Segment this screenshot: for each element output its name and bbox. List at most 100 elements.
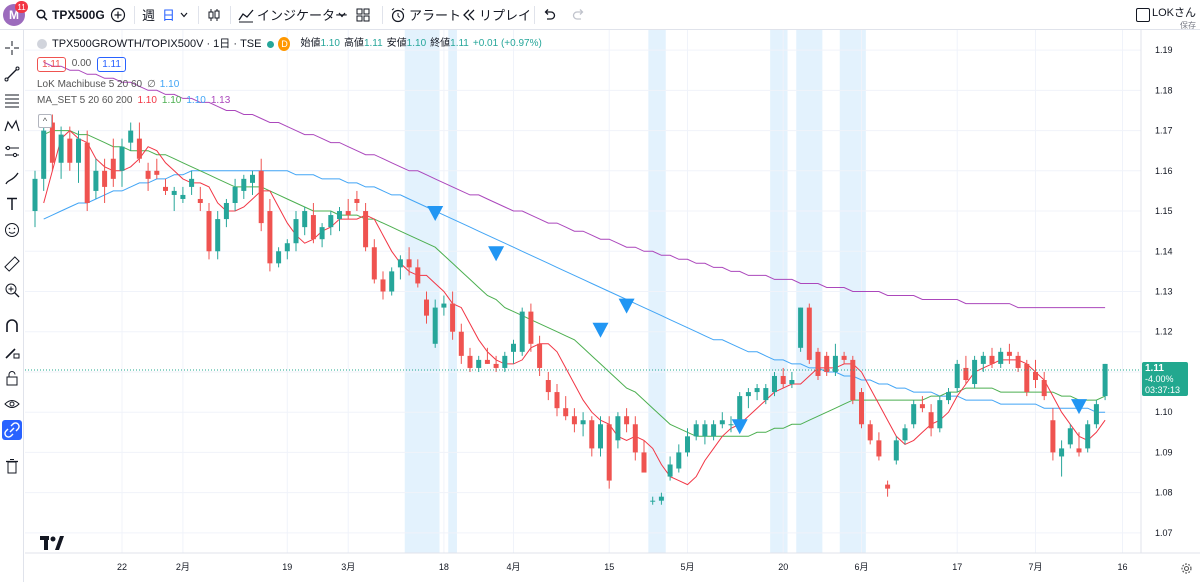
time-tick: 19 [282, 562, 292, 572]
time-tick: 4月 [506, 562, 520, 572]
candle-body [1076, 448, 1082, 453]
emoji-tool[interactable] [2, 220, 22, 240]
candle-body [580, 420, 586, 425]
prediction-tool[interactable] [2, 142, 22, 162]
candle-body [867, 424, 873, 441]
magnet-tool[interactable] [2, 316, 22, 336]
change-value: +0.01 (+0.97%) [472, 38, 542, 49]
indicator-2-ma60: 1.10 [186, 95, 206, 106]
zoom-tool[interactable] [2, 280, 22, 300]
text-tool[interactable] [2, 194, 22, 214]
candle-body [711, 424, 717, 437]
legend-main-row: TPX500GROWTH/TOPIX500V · 1日 · TSE D 始値 1.… [37, 36, 597, 52]
candle-body [859, 392, 864, 425]
candle-body [58, 134, 64, 163]
signal-marker [427, 206, 444, 222]
interval-dropdown[interactable] [174, 0, 194, 30]
pattern-tool[interactable] [2, 116, 22, 136]
magnet-icon [6, 319, 18, 332]
divider [230, 6, 231, 24]
indicator-1-symbol: ∅ [147, 79, 156, 90]
candle-body [972, 359, 978, 385]
candle-body [737, 396, 743, 421]
candle-body [432, 307, 438, 344]
indicator-2-ma5: 1.10 [137, 95, 157, 106]
drawing-toolbar [0, 30, 24, 582]
chevron-down-icon [338, 12, 346, 17]
candle-body [250, 174, 255, 183]
open-value: 1.10 [320, 38, 340, 49]
layout-checkbox[interactable] [1136, 8, 1150, 22]
delete-tool[interactable] [2, 456, 22, 476]
crosshair-tool[interactable] [2, 38, 22, 58]
candle-body [806, 307, 812, 360]
candle-body [241, 178, 247, 191]
redo-button[interactable] [566, 0, 592, 30]
interval-week-button[interactable]: 週 [136, 0, 161, 30]
indicators-button[interactable]: インジケーター [232, 0, 354, 30]
fib-tool[interactable] [2, 90, 22, 110]
price-tick: 1.15 [1155, 206, 1173, 216]
candle-body [284, 243, 290, 252]
candle-body [171, 190, 177, 195]
ask-button[interactable]: 1.11 [97, 56, 126, 72]
alert-button[interactable]: アラート [384, 0, 467, 30]
hide-tool[interactable] [2, 394, 22, 414]
high-label: 高値 [343, 38, 364, 49]
stay-drawing-tool[interactable] [2, 342, 22, 362]
candle-body [989, 355, 995, 364]
redo-icon [572, 8, 584, 20]
price-tick: 1.13 [1155, 287, 1173, 297]
indicators-dropdown[interactable] [332, 0, 352, 30]
symbol-search-button[interactable]: TPX500G [36, 0, 105, 30]
ma60-line [43, 170, 1106, 413]
candle-body [624, 416, 630, 425]
gear-icon [1181, 563, 1192, 574]
bar-countdown: 03:37:13 [1145, 385, 1181, 395]
indicator-2-ma200: 1.13 [210, 95, 231, 106]
link-tool[interactable] [2, 420, 22, 440]
indicators-label: インジケーター [257, 8, 349, 23]
brush-tool[interactable] [2, 168, 22, 188]
price-tick: 1.09 [1155, 447, 1173, 457]
time-tick: 22 [117, 562, 127, 572]
lock-icon [6, 371, 18, 386]
legend-collapse-button[interactable]: ^ [38, 114, 52, 128]
lock-tool[interactable] [2, 368, 22, 388]
candle-body [528, 311, 534, 344]
candle-body [293, 219, 299, 244]
chart-area[interactable]: 1.19 1.18 1.17 1.16 1.15 1.14 1.13 1.12 1.11 1.10… [25, 30, 1200, 582]
replay-button[interactable]: リプレイ [456, 0, 537, 30]
candle-body [441, 303, 447, 308]
replay-label: リプレイ [479, 8, 532, 23]
candle-body [32, 178, 38, 212]
market-status-dot [267, 40, 275, 48]
candle-body [1050, 420, 1056, 453]
interval-day-button[interactable]: 日 [156, 0, 181, 30]
candle-body [685, 436, 690, 453]
candle-body [397, 259, 403, 268]
candle-body [1059, 448, 1065, 457]
user-menu[interactable]: LOKさん 保存 [1136, 0, 1196, 30]
compare-button[interactable] [104, 0, 132, 30]
interval-day-label: 日 [162, 8, 176, 23]
price-tick: 1.14 [1155, 246, 1173, 256]
price-chart[interactable]: 1.19 1.18 1.17 1.16 1.15 1.14 1.13 1.12 1.11 1.10… [25, 30, 1200, 582]
candle-body [380, 279, 386, 292]
candle-body [893, 440, 899, 461]
candle-body [1085, 424, 1091, 449]
scale-settings-button[interactable] [1180, 562, 1193, 578]
legend-indicator-2[interactable]: MA_SET 5 20 60 200 1.10 1.10 1.10 1.13 [37, 93, 597, 109]
legend-bid-ask-row: 1.11 0.00 1.11 [37, 55, 597, 73]
trendline-tool[interactable] [2, 64, 22, 84]
tradingview-logo[interactable] [40, 536, 64, 555]
undo-button[interactable] [536, 0, 562, 30]
legend-indicator-1[interactable]: LoK Machibuse 5 20 60 ∅ 1.10 [37, 77, 597, 93]
ruler-tool[interactable] [2, 254, 22, 274]
candle-body [363, 211, 369, 248]
bid-button[interactable]: 1.11 [37, 56, 66, 72]
chart-type-button[interactable] [200, 0, 228, 30]
candle-body [719, 420, 725, 425]
divider [134, 6, 135, 24]
layouts-button[interactable] [350, 0, 376, 30]
